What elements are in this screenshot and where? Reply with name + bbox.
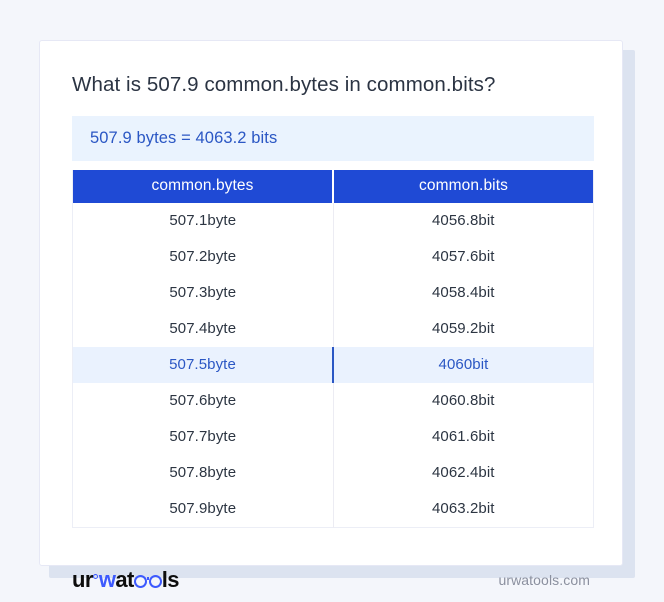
cell-bytes: 507.4byte (72, 310, 334, 347)
cell-bytes: 507.3byte (72, 274, 334, 311)
glasses-left-lens-icon (133, 575, 147, 588)
card-footer: ur w at ls urwatools.com (72, 569, 590, 591)
logo-part-at: at (115, 567, 134, 592)
cell-bits: 4058.4bit (333, 274, 594, 311)
glasses-right-lens-icon (148, 575, 162, 588)
cell-bytes: 507.9byte (72, 490, 334, 528)
site-url[interactable]: urwatools.com (498, 572, 590, 588)
cell-bits: 4060.8bit (333, 382, 594, 419)
table-row[interactable]: 507.6byte 4060.8bit (72, 382, 594, 419)
cell-bytes: 507.8byte (72, 454, 334, 491)
cell-bits: 4057.6bit (333, 238, 594, 275)
card-content: What is 507.9 common.bytes in common.bit… (72, 41, 594, 528)
degree-ring-icon (93, 574, 99, 579)
conversion-table: common.bytes common.bits 507.1byte 4056.8… (72, 169, 594, 528)
table-header-row: common.bytes common.bits (72, 169, 594, 203)
conversion-card: What is 507.9 common.bytes in common.bit… (39, 40, 623, 591)
column-header-bytes[interactable]: common.bytes (72, 169, 334, 203)
cell-bytes: 507.1byte (72, 202, 334, 239)
answer-text: 507.9 bytes = 4063.2 bits (90, 128, 278, 147)
table-body: 507.1byte 4056.8bit 507.2byte 4057.6bit 507.… (72, 202, 594, 528)
double-o-glasses-icon (133, 574, 162, 588)
cell-bytes: 507.2byte (72, 238, 334, 275)
cell-bits: 4060bit (333, 346, 594, 383)
column-header-bits[interactable]: common.bits (333, 169, 594, 203)
cell-bits: 4062.4bit (333, 454, 594, 491)
table-row[interactable]: 507.1byte 4056.8bit (72, 202, 594, 239)
logo-part-w: w (98, 567, 116, 592)
logo-part-ur: ur (72, 567, 93, 592)
table-row[interactable]: 507.7byte 4061.6bit (72, 418, 594, 455)
urwatools-logo[interactable]: ur w at ls (72, 569, 179, 591)
logo-part-ls: ls (161, 567, 180, 592)
answer-banner: 507.9 bytes = 4063.2 bits (72, 115, 594, 161)
cell-bits: 4063.2bit (333, 490, 594, 528)
cell-bytes: 507.6byte (72, 382, 334, 419)
table-row[interactable]: 507.5byte 4060bit (72, 346, 594, 383)
glasses-bridge-icon (146, 577, 149, 580)
table-row[interactable]: 507.4byte 4059.2bit (72, 310, 594, 347)
cell-bytes: 507.7byte (72, 418, 334, 455)
cell-bits: 4059.2bit (333, 310, 594, 347)
cell-bits: 4061.6bit (333, 418, 594, 455)
table-row[interactable]: 507.3byte 4058.4bit (72, 274, 594, 311)
table-row[interactable]: 507.9byte 4063.2bit (72, 490, 594, 528)
table-row[interactable]: 507.8byte 4062.4bit (72, 454, 594, 491)
cell-bits: 4056.8bit (333, 202, 594, 239)
table-row[interactable]: 507.2byte 4057.6bit (72, 238, 594, 275)
table-header: common.bytes common.bits (72, 169, 594, 203)
cell-bytes: 507.5byte (72, 346, 334, 383)
page-title: What is 507.9 common.bytes in common.bit… (72, 73, 496, 96)
